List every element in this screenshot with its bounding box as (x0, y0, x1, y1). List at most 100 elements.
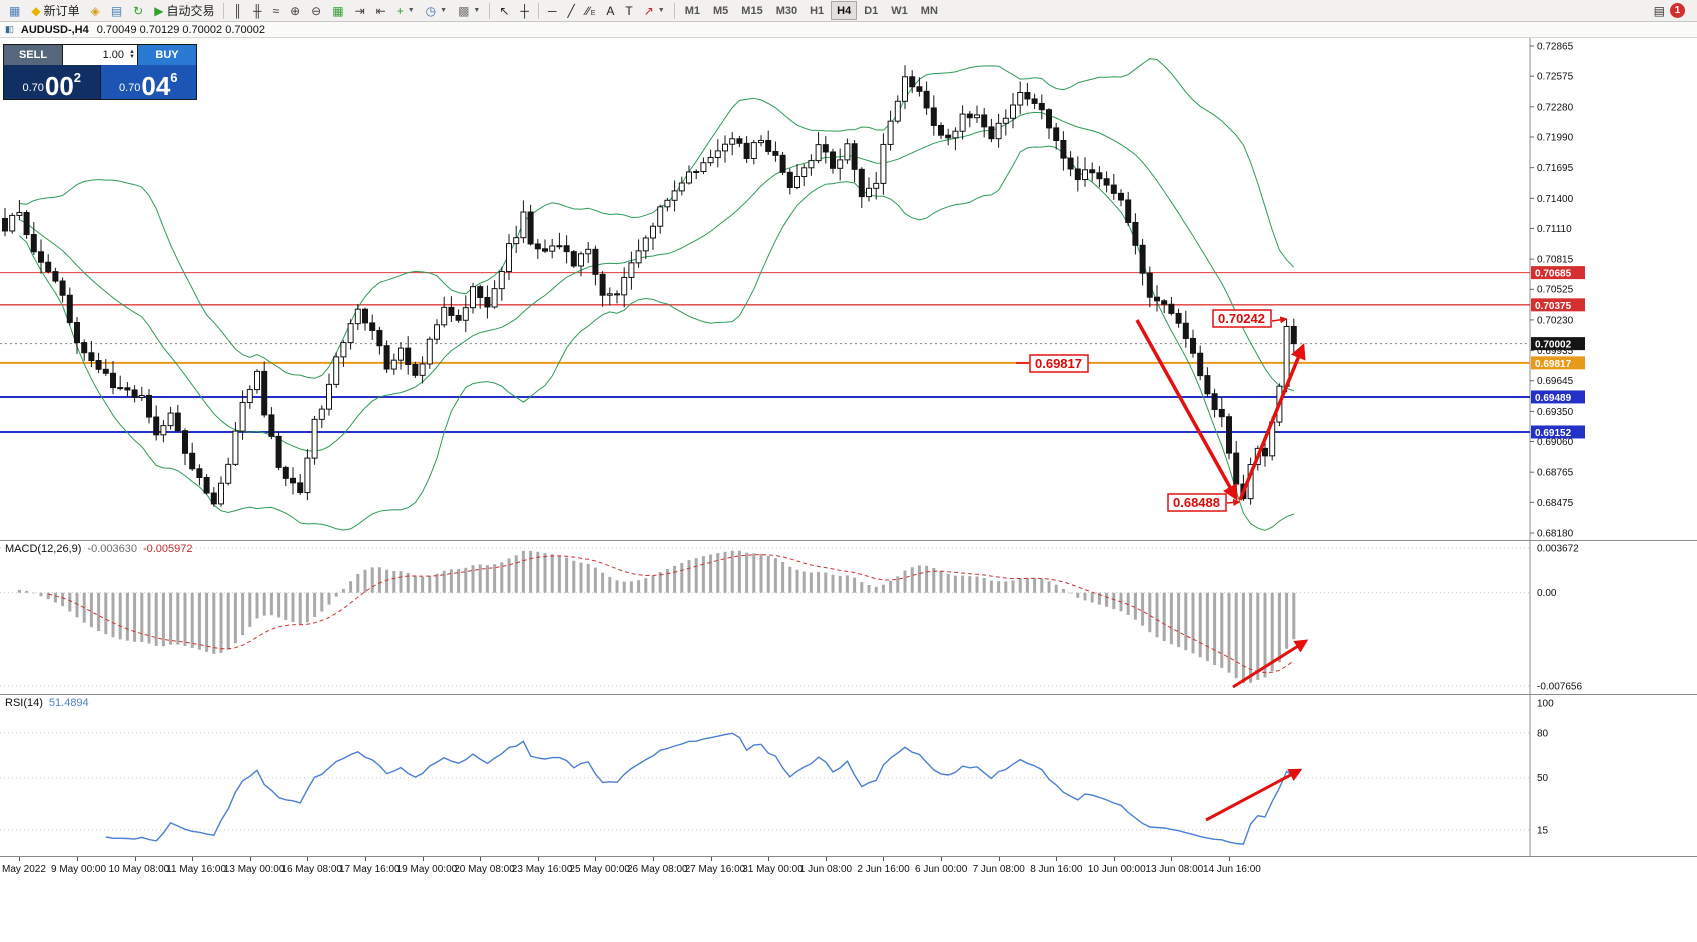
svg-text:0.70242: 0.70242 (1218, 311, 1265, 326)
svg-text:0.71110: 0.71110 (1537, 224, 1572, 235)
main-price-chart[interactable]: 0.72865 0.72575 0.72280 0.71990 0.71695 0.714… (0, 38, 1697, 540)
templates-button[interactable]: ▩ ▼ (453, 1, 485, 20)
timeframe-h4-button[interactable]: H4 (831, 1, 858, 20)
rsi-panel[interactable]: 100 80 50 15 (0, 694, 1697, 856)
macd-indicator-label: MACD(12,26,9) -0.003630 -0.005972 (5, 543, 193, 555)
text-tool-button[interactable]: A (601, 1, 619, 20)
time-tick (134, 857, 136, 861)
refresh-button[interactable]: ↻ (128, 1, 148, 20)
equidistant-channel-icon: ∕∕ (585, 3, 590, 18)
time-tick (422, 857, 424, 861)
time-tick (941, 857, 942, 861)
time-tick (1229, 857, 1230, 861)
volume-spinner[interactable]: ▲ ▼ (129, 49, 135, 60)
equidistant-channel-sub-label: E (590, 10, 596, 17)
svg-text:15: 15 (1537, 825, 1549, 836)
time-axis[interactable]: May 2022 9 May 00:00 10 May 08:00 11 May 16… (0, 856, 1697, 882)
timeframe-w1-button[interactable]: W1 (885, 1, 914, 20)
periods-dropdown-arrow[interactable]: ▼ (440, 7, 448, 14)
svg-text:0.68765: 0.68765 (1537, 468, 1574, 479)
equidistant-channel-button[interactable]: ∕∕ E (581, 1, 601, 20)
periods-button[interactable]: ◷ ▼ (421, 1, 452, 20)
crosshair-button[interactable]: ┼ (515, 1, 534, 20)
time-tick (710, 857, 712, 861)
time-label: 31 May 00:00 (742, 864, 803, 875)
time-label: 11 May 16:00 (166, 864, 227, 875)
timeframe-h1-button[interactable]: H1 (804, 1, 830, 20)
new-order-button[interactable]: ◆ 新订单 (26, 1, 84, 20)
trend-arrows[interactable] (1135, 319, 1306, 501)
auto-trading-button[interactable]: ▶ 自动交易 (149, 1, 219, 20)
volume-field: ▲▼ (63, 45, 137, 65)
timeframe-m5-button[interactable]: M5 (707, 1, 734, 20)
timeframe-d1-button[interactable]: D1 (858, 1, 884, 20)
arrow-objects-button[interactable]: ↗ ▼ (639, 1, 670, 20)
time-tick (768, 857, 770, 861)
trend-line-button[interactable]: ╱ (562, 1, 579, 20)
time-label: 2 Jun 16:00 (857, 864, 910, 875)
chart-shift-button[interactable]: ⇤ (371, 1, 391, 20)
indicators-list-button[interactable]: + ▼ (392, 1, 420, 20)
buy-price-point: 6 (170, 70, 178, 85)
new-chart-icon: ▦ (9, 3, 21, 18)
sell-button[interactable]: SELL (4, 45, 63, 65)
main-toolbar: ▦ ◆ 新订单 ◈ ▤ ↻ ▶ 自动交易 ║ ╫ ≈ ⊕ ⊖ ▦ ⇥ ⇤ + ▼ ◷ ▼ ▩ ▼ ↖ ┼ ─ ╱ ∕∕ E A T ↗ ▼ M1… (0, 0, 1697, 22)
buy-price-major: 0.70 (118, 82, 141, 94)
time-tick (192, 857, 194, 861)
rsi-name: RSI(14) (5, 697, 43, 709)
svg-text:0.71400: 0.71400 (1537, 194, 1574, 205)
templates-icon: ▩ (458, 3, 470, 18)
new-chart-button[interactable]: ▦ (4, 1, 25, 20)
crosshair-icon: ┼ (520, 3, 529, 18)
candles-layer[interactable] (2, 65, 1297, 507)
mql5-market-button[interactable]: ◈ (86, 1, 105, 20)
svg-text:80: 80 (1537, 728, 1549, 739)
sell-price-point: 2 (73, 70, 82, 85)
macd-panel[interactable]: 0.003672 0.00 -0.007656 (0, 540, 1697, 694)
text-label-button[interactable]: T (620, 1, 637, 20)
templates-dropdown-arrow[interactable]: ▼ (473, 7, 481, 14)
timeframe-m1-button[interactable]: M1 (679, 1, 706, 20)
timeframe-m15-button[interactable]: M15 (735, 1, 768, 20)
zoom-in-button[interactable]: ⊕ (285, 1, 305, 20)
svg-text:0.71990: 0.71990 (1537, 132, 1574, 143)
auto-scroll-button[interactable]: ⇥ (350, 1, 370, 20)
time-tick (249, 857, 251, 861)
indicators-list-dropdown-arrow[interactable]: ▼ (407, 7, 415, 14)
horizontal-line-icon: ─ (547, 3, 557, 18)
time-label: 7 Jun 08:00 (972, 864, 1025, 875)
price-annotations[interactable]: 0.70242 0.69817 0.68488 (1016, 309, 1288, 512)
volume-up-arrow[interactable]: ▲ (129, 49, 135, 55)
timeframe-mn-button[interactable]: MN (915, 1, 944, 20)
indicators-list-icon: + (396, 3, 404, 18)
cursor-button[interactable]: ↖ (494, 1, 514, 20)
time-label: 13 May 00:00 (223, 864, 285, 875)
price-axis[interactable]: 0.72865 0.72575 0.72280 0.71990 0.71695 0.714… (1530, 42, 1574, 540)
zoom-out-button[interactable]: ⊖ (306, 1, 326, 20)
tile-windows-icon: ▦ (332, 3, 344, 18)
market-watch-button[interactable]: ▤ (106, 1, 127, 20)
volume-down-arrow[interactable]: ▼ (129, 54, 135, 60)
level-lines[interactable]: 0.70685 0.70375 0.69817 0.69489 0.69152 (0, 266, 1585, 439)
candlestick-chart-button[interactable]: ╫ (248, 1, 267, 20)
time-label: 6 Jun 00:00 (915, 864, 968, 875)
svg-text:-0.007656: -0.007656 (1537, 682, 1582, 693)
time-label: 23 May 16:00 (511, 864, 573, 875)
buy-button[interactable]: BUY (137, 45, 196, 65)
arrow-objects-dropdown-arrow[interactable]: ▼ (657, 7, 665, 14)
notification-badge[interactable]: 1 (1670, 3, 1685, 18)
bar-chart-button[interactable]: ║ (228, 1, 247, 20)
svg-text:0.69645: 0.69645 (1537, 376, 1574, 387)
horizontal-line-button[interactable]: ─ (543, 1, 562, 20)
volume-input[interactable] (74, 48, 127, 62)
chart-window-icon[interactable]: ▤ (1653, 3, 1665, 18)
tile-windows-button[interactable]: ▦ (327, 1, 348, 20)
buy-price[interactable]: 0.70 04 6 (100, 65, 196, 99)
svg-text:0.70815: 0.70815 (1537, 255, 1574, 266)
sell-price[interactable]: 0.70 00 2 (4, 65, 101, 99)
rsi-value: 51.4894 (48, 697, 89, 709)
timeframe-m30-button[interactable]: M30 (770, 1, 803, 20)
rsi-indicator-label: RSI(14) 51.4894 (5, 697, 89, 709)
time-tick (1113, 857, 1115, 861)
line-chart-button[interactable]: ≈ (268, 1, 285, 20)
